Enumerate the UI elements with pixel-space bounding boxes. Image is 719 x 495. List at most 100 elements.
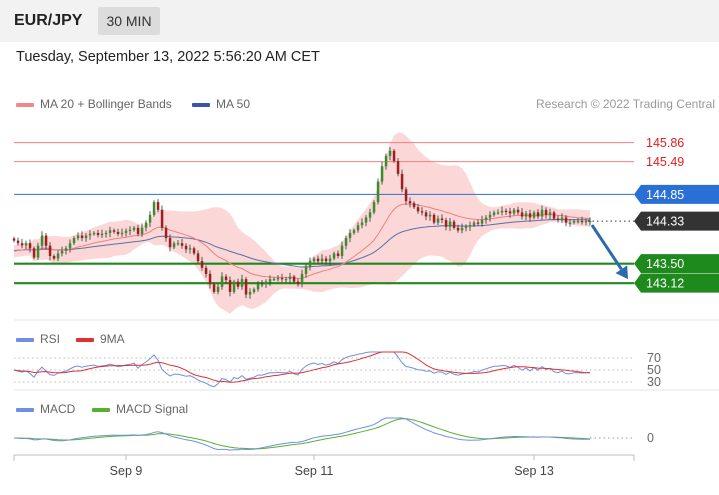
candle	[424, 210, 428, 221]
ma50-line	[13, 218, 591, 268]
candle-body	[404, 189, 408, 202]
candle-body	[396, 161, 400, 174]
candle	[584, 218, 588, 226]
candle-body	[464, 226, 468, 228]
candle-body	[300, 273, 304, 285]
x-tick-label: Sep 13	[514, 464, 554, 478]
legend-rsi-ma: 9MA	[76, 332, 125, 346]
candle-body	[528, 213, 532, 218]
candle-body	[520, 212, 524, 217]
candle	[572, 219, 576, 225]
pivot-tag	[634, 184, 719, 204]
candle-body	[456, 227, 460, 231]
candle	[312, 256, 316, 263]
candle-body	[316, 258, 320, 262]
candle-body	[272, 279, 276, 281]
candle-body	[356, 225, 360, 231]
candle-body	[80, 235, 84, 239]
candle-body	[152, 202, 156, 215]
candle-body	[424, 212, 428, 217]
candle	[500, 206, 504, 216]
candle	[480, 215, 484, 227]
candle-body	[588, 221, 592, 223]
current-price-label: 144.33	[646, 215, 684, 229]
candle-body	[328, 258, 332, 262]
candle	[452, 219, 456, 230]
candle	[432, 213, 436, 225]
candle-body	[448, 221, 452, 227]
candle	[248, 288, 252, 299]
candle	[492, 210, 496, 217]
candle-body	[120, 232, 124, 235]
legend-ma20-label: MA 20 + Bollinger Bands	[40, 97, 172, 111]
candle-body	[500, 210, 504, 213]
candle	[104, 230, 108, 238]
timeframe-button[interactable]: 30 MIN	[98, 7, 160, 35]
candle	[332, 251, 336, 261]
candle	[228, 276, 232, 297]
candle-body	[172, 243, 176, 248]
candle-body	[364, 217, 368, 223]
candle-body	[472, 222, 476, 226]
candle	[72, 236, 76, 245]
candle-body	[488, 214, 492, 218]
candle	[380, 161, 384, 185]
candle-body	[468, 225, 472, 227]
candle-body	[56, 253, 60, 259]
candle	[40, 231, 44, 249]
candle	[304, 263, 308, 278]
projection-arrow-head	[615, 265, 628, 280]
candle	[416, 204, 420, 214]
rsi-ma-line	[13, 351, 591, 383]
candle	[348, 229, 352, 243]
candle-body	[308, 261, 312, 267]
candle-body	[492, 212, 496, 215]
credit-label: Research © 2022 Trading Central	[536, 97, 715, 111]
candle	[200, 256, 204, 271]
candle-body	[284, 279, 288, 281]
candle-body	[428, 214, 432, 217]
candle-body	[128, 229, 132, 231]
candle	[120, 228, 124, 237]
candle-body	[88, 233, 92, 236]
candle-body	[452, 221, 456, 228]
candle	[340, 241, 344, 259]
symbol-title: EUR/JPY	[14, 12, 83, 29]
candle-body	[132, 227, 136, 230]
candle-body	[24, 243, 28, 246]
candle	[252, 287, 256, 294]
candle-body	[572, 221, 576, 223]
candle-body	[436, 218, 440, 223]
candle-body	[200, 261, 204, 268]
candle-body	[288, 276, 292, 280]
candle-body	[44, 235, 48, 246]
candle-body	[248, 291, 252, 295]
candle	[292, 274, 296, 284]
candle-body	[400, 173, 404, 190]
candle	[284, 276, 288, 283]
candle	[440, 214, 444, 224]
candle-body	[552, 212, 556, 219]
candle	[268, 275, 272, 286]
candle-body	[144, 222, 148, 228]
candle-body	[476, 222, 480, 224]
candle	[36, 242, 40, 260]
candle	[276, 275, 280, 282]
candle-body	[312, 258, 316, 262]
candle	[212, 282, 216, 294]
candle-body	[480, 220, 484, 224]
candle	[208, 270, 212, 289]
ma50-swatch-icon	[192, 102, 210, 107]
candle	[196, 250, 200, 264]
candle	[412, 201, 416, 209]
candle	[476, 219, 480, 227]
candle	[76, 232, 80, 241]
candle-body	[524, 213, 528, 217]
candle-body	[416, 207, 420, 212]
macd-signal-line	[14, 418, 591, 450]
candle-body	[208, 273, 212, 285]
candle-body	[332, 253, 336, 259]
candle-body	[116, 231, 120, 234]
pivot-label: 144.85	[646, 188, 684, 202]
